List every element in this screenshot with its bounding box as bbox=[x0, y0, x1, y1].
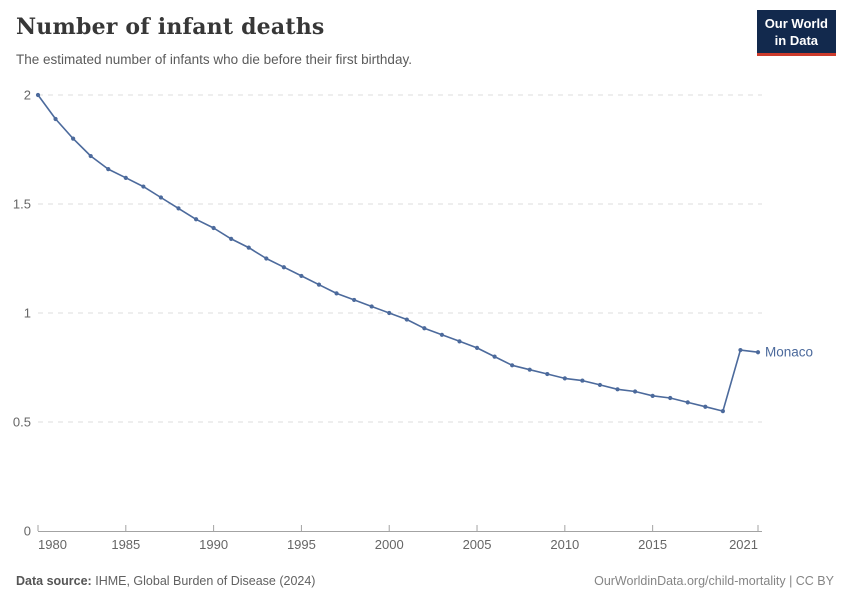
y-tick-label: 0.5 bbox=[13, 415, 31, 430]
y-tick-label: 1.5 bbox=[13, 197, 31, 212]
data-point[interactable] bbox=[527, 367, 532, 372]
page-title: Number of infant deaths bbox=[16, 14, 325, 40]
data-point[interactable] bbox=[492, 354, 497, 359]
data-point[interactable] bbox=[351, 297, 357, 303]
data-point[interactable] bbox=[193, 217, 199, 222]
chart-footer: Data source: IHME, Global Burden of Dise… bbox=[16, 574, 834, 588]
data-point[interactable] bbox=[246, 245, 251, 250]
data-point[interactable] bbox=[88, 153, 93, 159]
data-point[interactable] bbox=[632, 389, 638, 394]
license-link[interactable]: OurWorldinData.org/child-mortality | CC … bbox=[594, 574, 834, 588]
data-point[interactable] bbox=[755, 350, 761, 355]
data-point[interactable] bbox=[474, 345, 480, 350]
owid-logo[interactable]: Our World in Data bbox=[756, 10, 836, 57]
x-tick-label: 2000 bbox=[375, 537, 404, 552]
data-point[interactable] bbox=[369, 304, 374, 309]
data-point[interactable] bbox=[316, 282, 322, 287]
data-point[interactable] bbox=[176, 206, 181, 211]
data-point[interactable] bbox=[53, 116, 58, 122]
data-point[interactable] bbox=[71, 136, 76, 141]
x-tick-label: 2010 bbox=[550, 537, 579, 552]
data-source-label: Data source: bbox=[16, 574, 92, 588]
chart-subtitle: The estimated number of infants who die … bbox=[16, 52, 412, 67]
data-source-text: IHME, Global Burden of Disease (2024) bbox=[95, 574, 316, 588]
data-point[interactable] bbox=[299, 273, 304, 279]
data-point[interactable] bbox=[404, 317, 409, 322]
data-point[interactable] bbox=[387, 310, 392, 316]
data-point[interactable] bbox=[439, 332, 445, 337]
data-point[interactable] bbox=[510, 363, 515, 368]
data-point[interactable] bbox=[685, 400, 690, 405]
data-point[interactable] bbox=[106, 167, 111, 172]
x-tick-label: 1995 bbox=[287, 537, 316, 552]
data-point[interactable] bbox=[650, 393, 655, 398]
x-tick-label: 1985 bbox=[111, 537, 140, 552]
x-tick-label: 1990 bbox=[199, 537, 228, 552]
data-point[interactable] bbox=[562, 376, 567, 381]
x-tick-label: 2021 bbox=[729, 537, 758, 552]
owid-logo-line2: in Data bbox=[774, 32, 819, 48]
data-point[interactable] bbox=[35, 92, 41, 98]
data-point[interactable] bbox=[211, 225, 216, 231]
data-point[interactable] bbox=[457, 339, 462, 344]
data-point[interactable] bbox=[281, 265, 286, 270]
data-point[interactable] bbox=[229, 236, 234, 241]
data-point[interactable] bbox=[668, 395, 673, 401]
entity-label[interactable]: Monaco bbox=[765, 345, 813, 360]
data-point[interactable] bbox=[597, 382, 603, 388]
data-point[interactable] bbox=[123, 175, 128, 180]
data-point[interactable] bbox=[158, 195, 164, 200]
data-point[interactable] bbox=[264, 256, 269, 261]
data-point[interactable] bbox=[580, 378, 585, 383]
y-tick-label: 1 bbox=[24, 306, 31, 321]
data-source-note: Data source: IHME, Global Burden of Dise… bbox=[16, 574, 315, 588]
data-point[interactable] bbox=[334, 291, 339, 296]
y-tick-label: 2 bbox=[24, 88, 31, 103]
data-point[interactable] bbox=[545, 371, 550, 377]
x-tick-label: 2005 bbox=[463, 537, 492, 552]
series-line bbox=[37, 94, 759, 412]
x-tick-label: 1980 bbox=[38, 537, 67, 552]
x-tick-label: 2015 bbox=[638, 537, 667, 552]
owid-logo-line1: Our World bbox=[764, 16, 828, 31]
data-point[interactable] bbox=[422, 326, 427, 331]
data-point[interactable] bbox=[738, 347, 743, 353]
data-point[interactable] bbox=[615, 387, 620, 392]
data-point[interactable] bbox=[703, 404, 708, 409]
data-point[interactable] bbox=[720, 409, 725, 414]
y-tick-label: 0 bbox=[24, 524, 31, 539]
data-point[interactable] bbox=[141, 184, 146, 189]
